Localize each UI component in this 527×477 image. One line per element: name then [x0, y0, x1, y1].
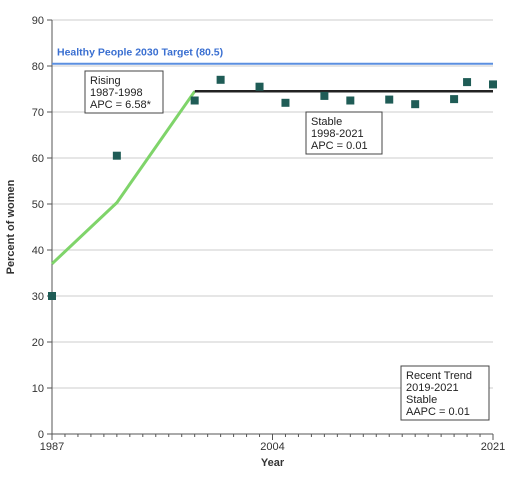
x-tick-label: 1987	[40, 441, 64, 453]
data-point	[216, 75, 225, 84]
y-tick-label: 0	[38, 429, 44, 441]
y-tick-label: 60	[32, 153, 44, 165]
rising-trend-line	[50, 90, 196, 265]
data-point	[463, 78, 472, 87]
recent-trend-annotation-line: Recent Trend	[406, 370, 472, 382]
data-point	[385, 95, 394, 104]
data-point	[489, 80, 497, 89]
data-point	[112, 151, 121, 160]
x-axis-title: Year	[261, 457, 285, 469]
data-point	[450, 95, 459, 104]
y-tick-label: 90	[32, 15, 44, 27]
y-tick-label: 70	[32, 107, 44, 119]
data-point	[255, 82, 264, 91]
data-point	[48, 292, 56, 300]
data-point	[320, 91, 329, 100]
rising-annotation-line: 1987-1998	[90, 87, 143, 99]
y-tick-label: 40	[32, 245, 44, 257]
recent-trend-annotation-box	[400, 365, 490, 421]
y-tick-label: 20	[32, 337, 44, 349]
stable-annotation-line: APC = 0.01	[311, 140, 368, 152]
rising-annotation-line: Rising	[90, 75, 121, 87]
data-point	[411, 100, 420, 109]
recent-trend-annotation-line: AAPC = 0.01	[406, 406, 470, 418]
data-point	[190, 96, 199, 105]
recent-trend-annotation-line: 2019-2021	[406, 382, 459, 394]
stable-annotation-line: 1998-2021	[311, 128, 364, 140]
data-point	[346, 96, 355, 105]
y-tick-label: 80	[32, 61, 44, 73]
recent-trend-annotation-line: Stable	[406, 394, 437, 406]
y-tick-label: 50	[32, 199, 44, 211]
rising-annotation-box	[84, 70, 164, 114]
stable-annotation-box	[305, 111, 383, 155]
y-axis-title: Percent of women	[5, 179, 17, 274]
y-tick-label: 10	[32, 383, 44, 395]
stable-annotation-line: Stable	[311, 116, 342, 128]
x-tick-label: 2004	[260, 441, 284, 453]
target-label: Healthy People 2030 Target (80.5)	[57, 47, 223, 59]
y-tick-label: 30	[32, 291, 44, 303]
data-point	[281, 98, 290, 107]
rising-annotation-line: APC = 6.58*	[90, 99, 152, 111]
x-tick-label: 2021	[481, 441, 505, 453]
